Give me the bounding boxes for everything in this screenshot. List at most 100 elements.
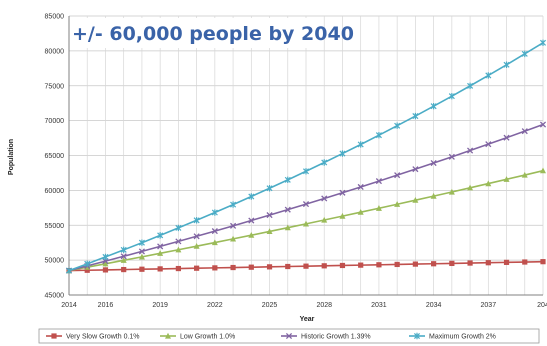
x-tick-label: 204 xyxy=(537,302,547,309)
data-point xyxy=(139,266,145,272)
data-point xyxy=(157,266,163,272)
x-tick-label: 2014 xyxy=(61,302,77,309)
data-point xyxy=(211,239,218,246)
data-point xyxy=(412,196,419,203)
x-tick-label: 2025 xyxy=(262,302,278,309)
data-point xyxy=(394,261,400,268)
data-point xyxy=(211,209,218,216)
x-axis-title: Year xyxy=(300,316,315,323)
data-point xyxy=(266,212,273,219)
data-point xyxy=(485,72,492,79)
data-point xyxy=(211,228,218,235)
data-point xyxy=(412,112,419,120)
data-point xyxy=(412,261,418,267)
data-point xyxy=(120,257,127,263)
y-tick-label: 70000 xyxy=(45,118,65,125)
data-point xyxy=(485,180,492,187)
data-point xyxy=(448,188,455,195)
data-point xyxy=(485,260,491,266)
data-point xyxy=(467,147,474,154)
legend-entry: Historic Growth 1.39% xyxy=(281,332,371,341)
data-point xyxy=(522,259,528,265)
y-axis-title: Population xyxy=(8,139,15,175)
data-point xyxy=(467,260,473,266)
data-point xyxy=(138,253,145,260)
series-group xyxy=(65,39,547,274)
data-point xyxy=(503,176,510,182)
legend-marker xyxy=(165,332,171,339)
y-tick-label: 75000 xyxy=(45,83,65,90)
x-tick-label: 2028 xyxy=(316,302,332,309)
x-tick-label: 2034 xyxy=(426,302,442,309)
data-point xyxy=(430,159,437,167)
x-tick-label: 2019 xyxy=(152,302,168,309)
data-point xyxy=(321,159,328,166)
legend: Very Slow Growth 0.1% Low Growth 1.0% Hist… xyxy=(46,332,496,341)
data-point xyxy=(230,264,236,271)
data-point xyxy=(175,238,182,245)
data-point xyxy=(102,267,109,273)
data-point xyxy=(375,131,382,139)
data-point xyxy=(448,153,455,160)
x-tick-label: 2022 xyxy=(207,302,223,309)
data-point xyxy=(375,178,382,185)
data-point xyxy=(375,205,382,211)
data-point xyxy=(193,242,200,249)
data-point xyxy=(302,201,310,208)
data-point xyxy=(321,195,328,202)
data-point xyxy=(121,266,127,273)
data-point xyxy=(339,262,346,269)
data-point xyxy=(321,216,328,223)
data-point xyxy=(193,233,200,240)
data-point xyxy=(230,222,237,229)
data-point xyxy=(84,267,90,273)
data-point xyxy=(102,253,109,261)
data-point xyxy=(339,212,346,219)
data-point xyxy=(120,246,127,254)
data-point xyxy=(503,259,510,265)
series-2 xyxy=(66,167,546,274)
data-point xyxy=(339,150,346,157)
chart-title: +/- 60,000 people by 2040 xyxy=(72,23,354,45)
legend-label: Very Slow Growth 0.1% xyxy=(66,334,140,341)
data-point xyxy=(194,265,200,271)
data-point xyxy=(285,263,291,270)
axes xyxy=(68,16,543,296)
legend-marker xyxy=(51,333,57,339)
data-point xyxy=(430,102,437,110)
data-point xyxy=(284,206,291,213)
legend-entry: Very Slow Growth 0.1% xyxy=(46,333,140,341)
data-point xyxy=(357,183,364,191)
series-4 xyxy=(65,39,547,274)
data-point xyxy=(230,201,237,208)
data-point xyxy=(157,243,164,250)
data-point xyxy=(65,267,73,274)
data-point xyxy=(431,261,437,267)
data-point xyxy=(248,264,254,270)
title-backdrop xyxy=(70,18,318,48)
legend-label: Historic Growth 1.39% xyxy=(301,334,371,341)
x-tick-labels: 2014 2016 2019 2022 2025 2028 2031 2034 2037 204 xyxy=(61,302,547,309)
data-point xyxy=(157,232,164,239)
data-point xyxy=(321,263,327,269)
data-point xyxy=(120,253,127,260)
data-point xyxy=(175,224,182,232)
data-point xyxy=(376,262,382,268)
data-point xyxy=(284,224,291,231)
data-point xyxy=(212,265,218,271)
data-point xyxy=(539,39,547,46)
data-point xyxy=(138,239,145,246)
y-tick-labels: 45000 50000 55000 60000 65000 70000 75000 80000… xyxy=(45,14,65,300)
data-point xyxy=(540,167,546,174)
data-point xyxy=(266,264,273,270)
data-point xyxy=(467,82,474,90)
data-point xyxy=(302,168,310,175)
series-1 xyxy=(66,259,546,274)
data-point xyxy=(339,189,346,196)
data-point xyxy=(138,248,145,255)
x-tick-label: 2031 xyxy=(371,302,387,309)
x-tick-label: 2037 xyxy=(481,302,497,309)
data-point xyxy=(248,231,255,238)
data-point xyxy=(503,134,510,141)
